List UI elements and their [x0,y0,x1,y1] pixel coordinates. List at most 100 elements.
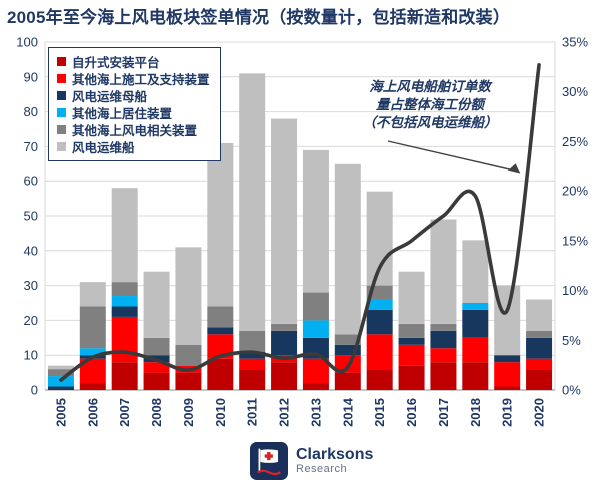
bar-segment [366,299,393,310]
x-axis-tick: 2019 [500,398,515,427]
bar-segment [398,344,425,366]
legend-item: 风电运维母船 [57,87,210,104]
bar-segment [207,306,234,328]
legend-swatch-icon [57,57,66,66]
bar-segment [334,163,361,335]
bar-segment [398,323,425,338]
bar-segment [334,334,361,345]
x-axis-tick: 2010 [213,398,228,427]
bar-segment [398,365,425,390]
x-axis-tick: 2011 [245,398,260,426]
x-axis-tick: 2008 [149,398,164,427]
legend: 自升式安装平台 其他海上施工及支持装置风电运维母船 其他海上居住装置 其他海上风电相关… [48,47,221,161]
bar-segment [175,344,202,366]
legend-swatch-icon [57,142,66,151]
clarksons-logo: Clarksons Research [250,442,373,480]
bar-segment [366,334,393,370]
bar-segment [430,362,457,390]
bar-segment [143,271,170,338]
bar-segment [334,344,361,356]
legend-label: 风电运维母船 [72,90,148,104]
clarksons-flag-icon [250,442,288,480]
legend-item: 自升式安装平台 [57,53,210,70]
bar-segment [207,142,234,307]
y2-axis-tick: 15% [562,233,588,248]
annotation-arrowhead [507,163,521,174]
trend-line [59,63,541,382]
y-axis-tick: 100 [16,35,38,50]
bar-segment [462,240,489,303]
bar-segment [366,309,393,335]
legend-item: 风电运维船 [57,138,210,155]
legend-item: 其他海上施工及支持装置 [57,70,210,87]
y2-axis-tick: 35% [562,35,588,50]
bar-segment [430,323,457,331]
bar-segment [239,358,266,370]
bar-segment [302,320,329,338]
bar-segment [462,309,489,338]
bar-segment [271,323,298,331]
legend-item: 其他海上居住装置 [57,104,210,121]
legend-swatch-icon [57,108,66,117]
bar-segment [239,73,266,331]
legend-label: 其他海上风电相关装置 [72,124,198,138]
y-axis-tick: 60 [24,174,38,189]
bar-segment [111,306,138,317]
bar-segment [111,282,138,297]
bar-segment [494,386,521,390]
bar-segment [207,358,234,390]
x-axis-tick: 2014 [340,397,355,427]
trend-annotation: 海上风电船舶订单数 量占整体海工份额 （不包括风电运维船） [335,78,525,132]
y2-axis-tick: 0% [562,383,581,398]
logo-sub-text: Research [296,463,348,475]
bar-segment [111,362,138,390]
y-axis-tick: 40 [24,243,38,258]
bar-segment [271,118,298,324]
annotation-arrow [387,140,515,171]
x-axis-tick: 2007 [117,398,132,427]
bar-segment [398,271,425,324]
bar-segment [462,362,489,390]
x-axis-tick: 2020 [532,398,547,427]
annotation-line: 量占整体海工份额 [376,97,484,112]
bar-segment [111,188,138,283]
bar-segment [79,306,106,349]
bar-segment [239,351,266,359]
x-axis-tick: 2016 [404,398,419,427]
y-axis-tick: 70 [24,139,38,154]
bar-segment [430,219,457,324]
x-axis-tick: 2013 [308,398,323,427]
bar-segment [334,372,361,390]
bar-segment [271,362,298,390]
y2-axis-tick: 20% [562,184,588,199]
bar-segment [79,348,106,356]
legend-item: 其他海上风电相关装置 [57,121,210,138]
y2-axis-tick: 10% [562,283,588,298]
y2-axis-tick: 30% [562,84,588,99]
bar-segment [302,358,329,384]
chart-title: 2005年至今海上风电板块签单情况（按数量计，包括新造和改装） [7,8,511,27]
bar-segment [526,299,553,331]
x-axis-tick: 2012 [277,398,292,427]
x-axis-tick: 2015 [372,398,387,427]
bar-segment [47,365,74,370]
legend-swatch-icon [57,91,66,100]
bar-segment [143,362,170,373]
bar-segment [239,330,266,352]
bar-segment [526,337,553,359]
bar-segment [526,330,553,338]
x-axis-tick: 2005 [53,398,68,427]
bar-segment [207,327,234,335]
bar-segment [366,369,393,390]
x-axis-tick: 2017 [436,398,451,427]
bar-segment [302,292,329,321]
bar-segment [302,149,329,293]
y-axis-tick: 90 [24,69,38,84]
bar-segment [143,372,170,390]
annotation-line: 海上风电船舶订单数 [369,79,491,94]
bar-segment [462,337,489,363]
y-axis-tick: 10 [24,348,38,363]
bar-segment [79,282,106,307]
